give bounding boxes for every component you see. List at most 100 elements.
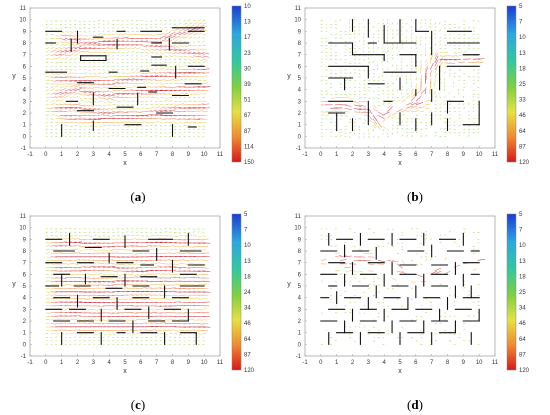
velocity-arrow [188, 234, 193, 237]
velocity-arrow [169, 26, 173, 29]
velocity-arrow [353, 340, 356, 343]
x-tick-label: 3 [92, 360, 96, 366]
velocity-arrow [112, 260, 119, 262]
velocity-arrow [150, 117, 157, 120]
velocity-arrow [202, 82, 209, 85]
velocity-arrow [83, 101, 88, 103]
velocity-arrow [425, 47, 427, 49]
velocity-arrow [406, 135, 409, 137]
velocity-arrow [121, 115, 129, 117]
velocity-arrow [330, 234, 333, 237]
velocity-arrow [145, 269, 154, 272]
velocity-arrow [102, 83, 110, 86]
y-tick-label: 7 [23, 261, 27, 267]
velocity-arrow [107, 94, 115, 97]
velocity-arrow [45, 111, 51, 113]
velocity-arrow [117, 78, 125, 81]
velocity-arrow [50, 136, 53, 138]
velocity-arrow [126, 231, 129, 233]
velocity-arrow [169, 109, 176, 113]
y-tick-label: -1 [296, 354, 302, 360]
velocity-arrow [335, 255, 342, 258]
velocity-arrow [368, 132, 370, 135]
velocity-arrow [79, 38, 86, 41]
velocity-arrow [88, 288, 95, 290]
velocity-arrow [60, 284, 66, 286]
velocity-arrow [112, 267, 120, 269]
velocity-arrow [131, 253, 137, 255]
velocity-arrow [178, 45, 184, 47]
velocity-arrow [64, 57, 69, 60]
velocity-arrow [83, 298, 90, 300]
velocity-arrow [406, 22, 408, 25]
velocity-arrow [55, 88, 61, 92]
velocity-arrow [387, 136, 389, 138]
velocity-arrow [126, 125, 130, 127]
velocity-arrow [79, 34, 84, 37]
velocity-arrow [353, 58, 356, 60]
velocity-arrow [50, 277, 57, 279]
velocity-arrow [88, 277, 95, 280]
y-tick-label: 0 [23, 134, 27, 140]
velocity-arrow [396, 33, 399, 36]
velocity-arrow [387, 288, 390, 290]
colorbar-tick-label: 10 [519, 35, 526, 41]
velocity-arrow [98, 302, 106, 304]
velocity-arrow [197, 231, 200, 233]
velocity-arrow [154, 59, 157, 61]
velocity-arrow [173, 28, 180, 32]
velocity-arrow [382, 71, 384, 74]
velocity-arrow [429, 81, 432, 88]
velocity-arrow [55, 85, 59, 88]
velocity-arrow [150, 106, 156, 109]
velocity-arrow [55, 107, 63, 109]
velocity-arrow [121, 36, 129, 39]
velocity-arrow [372, 40, 374, 42]
velocity-arrow [448, 114, 451, 116]
velocity-arrow [188, 68, 195, 71]
velocity-arrow [372, 326, 375, 328]
velocity-arrow [98, 44, 106, 46]
velocity-arrow [463, 124, 466, 127]
velocity-arrow [126, 249, 132, 251]
velocity-arrow [377, 125, 381, 130]
colorbar [506, 5, 517, 163]
velocity-arrow [197, 86, 206, 88]
velocity-arrow [135, 131, 138, 134]
velocity-arrow [387, 40, 389, 42]
velocity-arrow [88, 111, 95, 114]
velocity-arrow [439, 36, 442, 39]
velocity-arrow [159, 45, 167, 48]
velocity-arrow [472, 61, 479, 64]
velocity-arrow [401, 246, 404, 248]
velocity-arrow [136, 280, 144, 282]
velocity-arrow [131, 71, 136, 74]
velocity-arrow [102, 87, 108, 89]
velocity-arrow [410, 281, 417, 284]
velocity-arrow [401, 33, 403, 36]
velocity-arrow [387, 57, 389, 60]
velocity-arrow [344, 125, 347, 127]
velocity-arrow [64, 241, 72, 244]
velocity-arrow [391, 29, 394, 32]
velocity-arrow [155, 318, 161, 321]
velocity-arrow [136, 270, 144, 273]
velocity-arrow [135, 68, 139, 71]
velocity-arrow [202, 37, 205, 39]
velocity-arrow [174, 89, 182, 92]
velocity-arrow [401, 109, 408, 113]
velocity-arrow [401, 121, 404, 123]
velocity-arrow [169, 106, 177, 109]
velocity-arrow [79, 90, 87, 93]
velocity-arrow [439, 114, 442, 116]
velocity-arrow [126, 47, 132, 50]
velocity-arrow [202, 33, 207, 36]
velocity-arrow [349, 33, 352, 36]
velocity-arrow [117, 238, 122, 240]
velocity-arrow [353, 33, 356, 35]
velocity-arrow [363, 111, 371, 114]
velocity-arrow [140, 329, 147, 331]
velocity-arrow [368, 263, 375, 266]
velocity-arrow [140, 82, 146, 85]
velocity-arrow [74, 252, 81, 254]
